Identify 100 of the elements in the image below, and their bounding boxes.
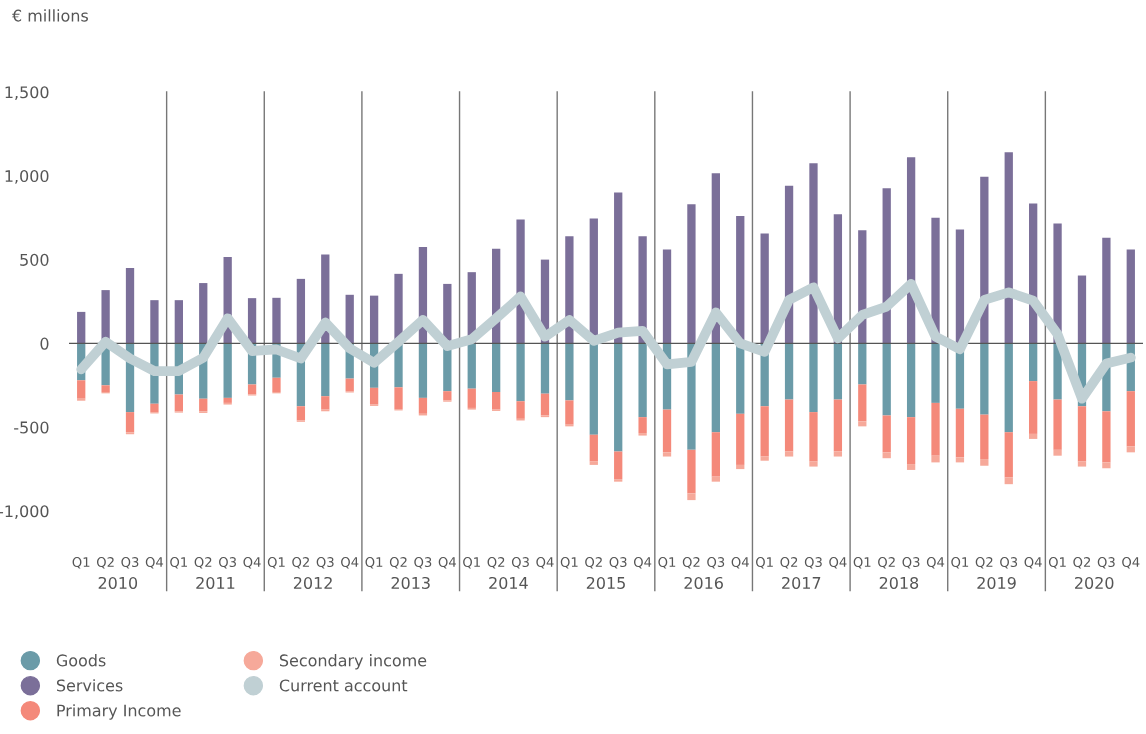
bar xyxy=(736,343,745,414)
bar xyxy=(77,380,86,399)
bar xyxy=(833,399,843,452)
bar xyxy=(369,295,379,344)
bar xyxy=(199,283,208,344)
x-tick-label: Q2 xyxy=(389,557,407,569)
bar xyxy=(467,388,476,408)
x-tick-label: Q2 xyxy=(878,557,895,569)
x-tick-label: Q4 xyxy=(341,557,359,569)
x-tick-label: Q4 xyxy=(1024,557,1042,569)
bar xyxy=(1102,462,1111,469)
legend-label: Secondary income xyxy=(279,654,427,670)
x-tick-label: Q1 xyxy=(170,557,188,569)
bar xyxy=(906,464,916,470)
bar xyxy=(711,432,720,477)
bar xyxy=(492,343,501,392)
bar xyxy=(369,387,379,405)
bar xyxy=(1053,343,1062,400)
bar xyxy=(736,413,745,465)
bar xyxy=(931,455,940,463)
bar xyxy=(955,457,965,463)
x-tick-label: Q1 xyxy=(951,557,969,569)
bar xyxy=(687,449,696,494)
bar xyxy=(662,409,672,453)
x-tick-label: Q1 xyxy=(365,557,383,569)
x-tick-label: Q3 xyxy=(1000,557,1018,569)
bar xyxy=(662,452,672,457)
bar xyxy=(516,343,525,402)
x-tick-label: Q3 xyxy=(902,557,920,569)
bar xyxy=(565,400,574,425)
text: 2012 xyxy=(293,576,332,589)
bar xyxy=(540,393,550,416)
bar xyxy=(858,343,867,385)
bar xyxy=(980,459,989,466)
bar xyxy=(882,452,891,459)
bar xyxy=(394,387,403,410)
bar xyxy=(1053,399,1062,450)
bar xyxy=(589,343,598,435)
legend-label: Current account xyxy=(279,679,408,692)
bar xyxy=(931,402,940,456)
x-tick-label: Q3 xyxy=(316,557,334,569)
bar xyxy=(760,456,769,461)
bar xyxy=(1029,433,1038,439)
bar xyxy=(614,343,623,452)
x-tick-label: Q1 xyxy=(267,557,285,569)
y-axis-title: € millions xyxy=(12,9,88,22)
bar xyxy=(345,378,354,392)
bar xyxy=(687,493,696,501)
x-tick-label: Q2 xyxy=(292,557,309,569)
legend-label: Services xyxy=(56,679,123,692)
bar xyxy=(174,300,183,344)
bar xyxy=(955,229,965,344)
bar xyxy=(882,415,891,453)
bar xyxy=(1004,432,1013,478)
x-tick-label: Q3 xyxy=(707,557,725,569)
y-tick-label: 1,000 xyxy=(5,170,49,184)
bar xyxy=(980,343,989,415)
text: 2020 xyxy=(1075,576,1114,589)
x-tick-label: Q2 xyxy=(682,557,700,569)
x-tick-label: Q2 xyxy=(780,557,798,569)
bar xyxy=(1126,249,1135,344)
bar xyxy=(809,163,818,344)
text: 2014 xyxy=(489,576,528,589)
bar xyxy=(1077,275,1087,344)
bar xyxy=(492,392,501,410)
bar xyxy=(418,397,428,414)
legend-label: Primary Income xyxy=(57,704,181,720)
bar xyxy=(858,384,867,422)
bar xyxy=(711,476,720,482)
bar xyxy=(565,343,574,401)
bar xyxy=(980,414,989,460)
x-tick-label: Q1 xyxy=(658,557,676,569)
bar xyxy=(223,397,232,403)
x-tick-label: Q4 xyxy=(1122,557,1140,569)
x-tick-label: Q2 xyxy=(585,557,602,569)
bar xyxy=(125,412,135,433)
bar xyxy=(638,417,647,434)
bar xyxy=(418,343,428,398)
x-tick-label: Q3 xyxy=(511,557,529,569)
bar xyxy=(272,377,281,392)
bar xyxy=(736,464,745,470)
x-tick-label: Q1 xyxy=(853,557,871,569)
bar xyxy=(296,278,306,344)
x-tick-label: Q1 xyxy=(560,557,578,569)
bar xyxy=(833,451,843,457)
bar xyxy=(784,343,794,400)
text: 2018 xyxy=(879,576,919,589)
bar xyxy=(296,406,306,421)
bar xyxy=(125,267,135,344)
text: 2011 xyxy=(196,576,235,589)
bar xyxy=(321,396,330,410)
bar xyxy=(687,204,696,344)
x-tick-label: Q4 xyxy=(536,557,554,569)
x-tick-label: Q4 xyxy=(926,557,945,569)
x-tick-label: Q1 xyxy=(72,557,90,569)
x-tick-label: Q2 xyxy=(194,557,212,569)
bar xyxy=(955,408,965,458)
text: 2019 xyxy=(977,576,1016,589)
x-tick-label: Q3 xyxy=(804,557,822,569)
x-tick-label: Q4 xyxy=(438,557,456,569)
